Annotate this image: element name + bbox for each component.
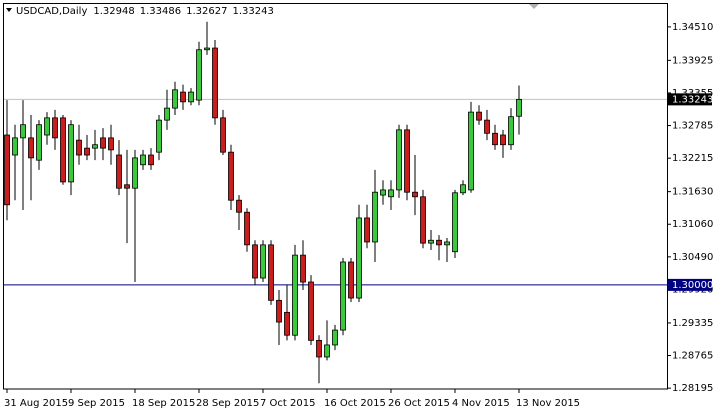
candle-body: [484, 119, 490, 134]
x-tick-label: 26 Oct 2015: [388, 398, 450, 409]
candle-body: [12, 137, 18, 156]
candle-body: [92, 144, 98, 149]
candle-body: [196, 49, 202, 101]
candle-body: [420, 196, 426, 244]
y-tick-label: 1.28765: [672, 351, 713, 362]
candle-body: [348, 261, 354, 299]
candle-body: [188, 91, 194, 103]
candle-body: [252, 244, 258, 279]
candle-body: [460, 184, 466, 194]
candle-body: [124, 184, 130, 189]
candle-body: [436, 239, 442, 246]
candle-body: [244, 211, 250, 246]
candle-body: [428, 239, 434, 244]
candle-body: [36, 124, 42, 161]
candle-body: [4, 134, 10, 206]
candle-body: [276, 299, 282, 323]
candle-body: [340, 261, 346, 331]
candle-body: [132, 157, 138, 189]
candle-body: [76, 139, 82, 156]
candle-body: [316, 339, 322, 358]
candle-body: [476, 111, 482, 121]
candle-body: [140, 154, 146, 166]
candle-body: [68, 124, 74, 183]
candle-body: [116, 154, 122, 189]
candle-body: [452, 192, 458, 253]
x-tick-label: 7 Oct 2015: [260, 398, 315, 409]
candle-body: [404, 129, 410, 193]
candle-body: [228, 151, 234, 201]
candle-body: [412, 191, 418, 198]
ohlc-high: 1.33486: [140, 6, 181, 17]
candle-body: [148, 154, 154, 166]
candle-body: [204, 47, 210, 51]
ohlc-open: 1.32948: [93, 6, 134, 17]
shift-marker: [529, 4, 539, 9]
candle-body: [380, 189, 386, 196]
x-tick-label: 31 Aug 2015: [4, 398, 68, 409]
chart-title: USDCAD,Daily: [16, 6, 87, 17]
candle-body: [468, 111, 474, 191]
candle-body: [212, 47, 218, 119]
x-tick-label: 9 Sep 2015: [68, 398, 125, 409]
candle-body: [492, 132, 498, 146]
y-tick-label: 1.31060: [672, 219, 713, 230]
ohlc-close: 1.33243: [232, 6, 273, 17]
y-tick-label: 1.30490: [672, 252, 713, 263]
y-tick-label: 1.32215: [672, 153, 713, 164]
x-tick-label: 4 Nov 2015: [452, 398, 510, 409]
candle-body: [284, 311, 290, 336]
candle-body: [100, 137, 106, 149]
candle-body: [444, 241, 450, 246]
y-tick-label: 1.32785: [672, 121, 713, 132]
x-tick-label: 28 Sep 2015: [196, 398, 259, 409]
y-tick-label: 1.34510: [672, 22, 713, 33]
candle-body: [156, 119, 162, 153]
candle-body: [292, 254, 298, 336]
chart-header: USDCAD,Daily 1.32948 1.33486 1.32627 1.33243: [16, 6, 274, 17]
price-label: 1.33243: [672, 94, 713, 105]
candle-body: [260, 244, 266, 279]
candle-body: [268, 244, 274, 301]
candle-body: [516, 98, 522, 117]
candle-body: [108, 137, 114, 151]
candle-body: [500, 134, 506, 146]
candle-body: [164, 107, 170, 121]
candle-body: [372, 191, 378, 243]
x-tick-label: 13 Nov 2015: [516, 398, 580, 409]
candle-body: [220, 117, 226, 153]
candle-body: [356, 217, 362, 299]
y-tick-label: 1.28195: [672, 383, 713, 394]
candle-body: [20, 124, 26, 139]
candle-body: [308, 281, 314, 341]
candle-body: [508, 116, 514, 146]
ohlc-low: 1.32627: [186, 6, 227, 17]
x-tick-label: 16 Oct 2015: [324, 398, 386, 409]
candle-body: [60, 117, 66, 183]
plot-frame: [3, 3, 668, 390]
y-tick-label: 1.31630: [672, 187, 713, 198]
candle-body: [300, 254, 306, 283]
menu-arrow: [6, 8, 12, 12]
candle-body: [44, 117, 50, 136]
candle-body: [236, 199, 242, 213]
candle-body: [388, 189, 394, 198]
candle-body: [28, 137, 34, 159]
candle-body: [332, 329, 338, 346]
candle-body: [324, 344, 330, 358]
x-tick-label: 18 Sep 2015: [132, 398, 195, 409]
candle-body: [84, 147, 90, 156]
candle-body: [364, 217, 370, 243]
candle-body: [52, 117, 58, 139]
candle-body: [172, 89, 178, 109]
y-tick-label: 1.33925: [672, 55, 713, 66]
y-tick-label: 1.29335: [672, 318, 713, 329]
candle-body: [180, 91, 186, 103]
candle-body: [396, 129, 402, 191]
level-label-box: [668, 278, 712, 291]
level-label: 1.30000: [672, 280, 713, 291]
price-label-box: [668, 93, 712, 106]
